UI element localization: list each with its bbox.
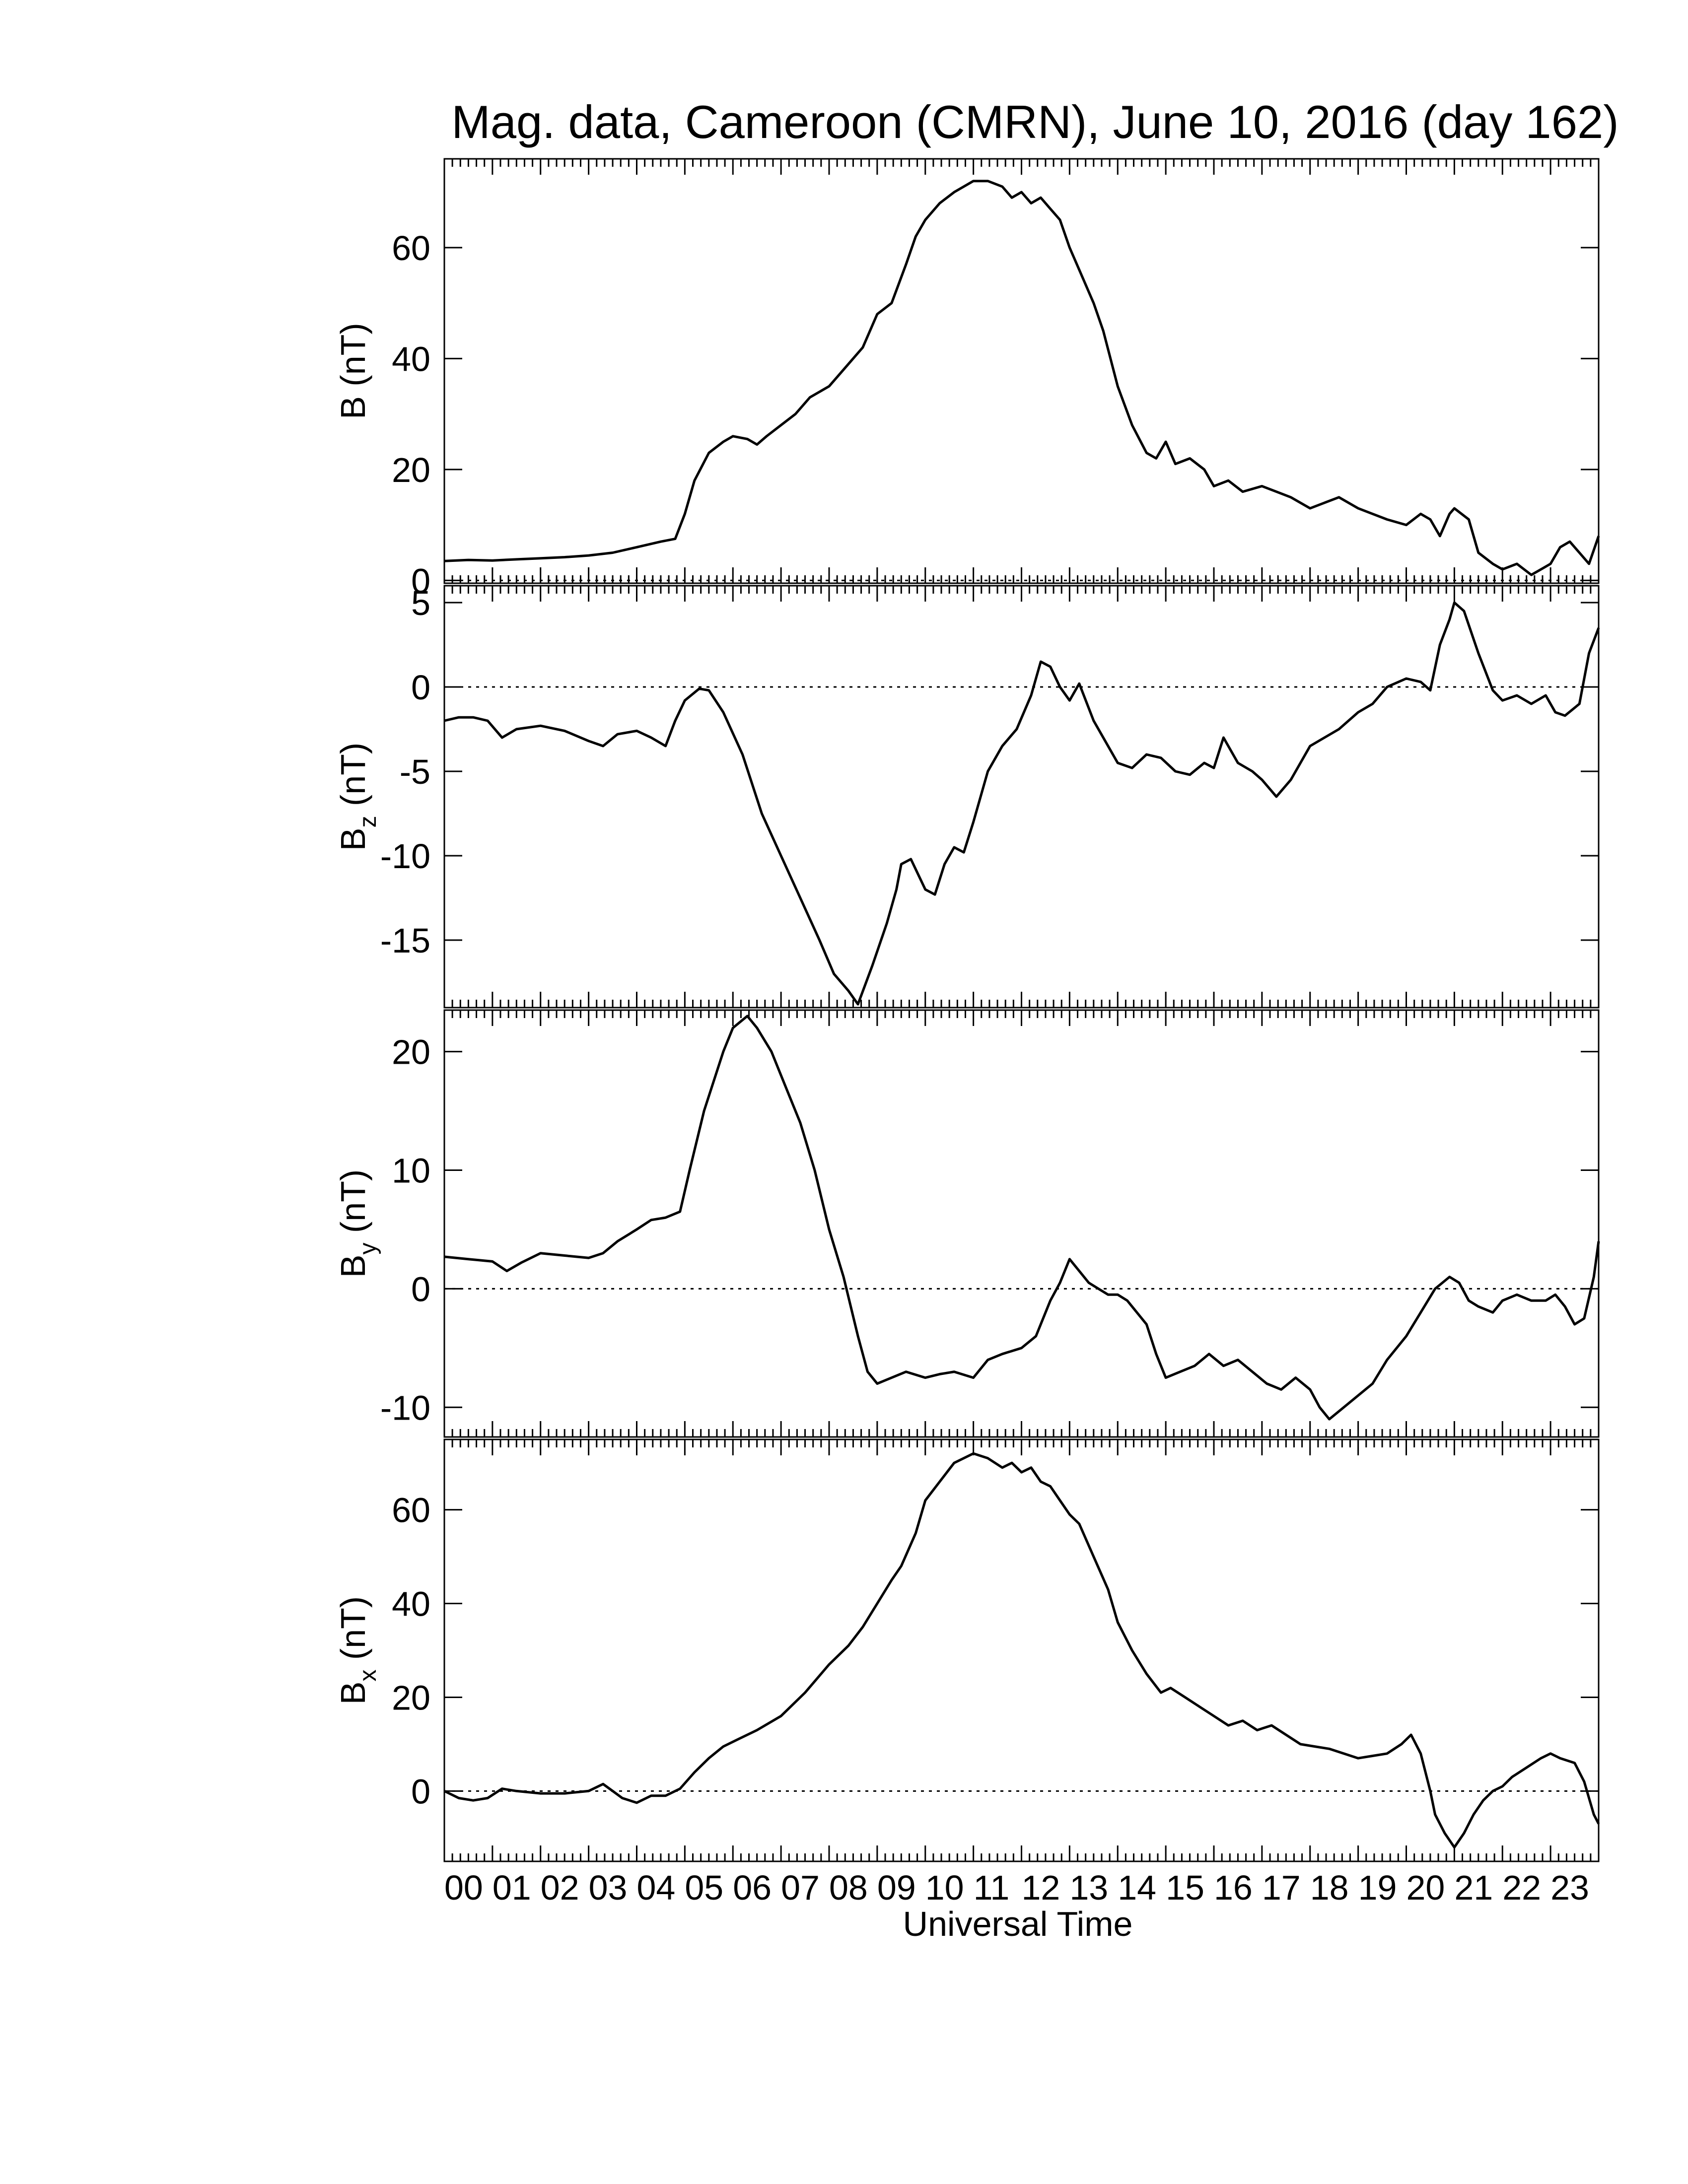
- y-tick-label: 40: [392, 1585, 430, 1624]
- y-tick-label: 10: [392, 1152, 430, 1190]
- panel-By: -10 0 10 20 By (nT): [334, 1009, 1600, 1438]
- y-label-unit: (nT): [334, 1169, 372, 1243]
- y-axis-label-Bz: Bz (nT): [334, 743, 381, 851]
- series-line-B: [444, 180, 1600, 576]
- y-tick-label: 0: [411, 668, 430, 707]
- y-label-base: B: [334, 1682, 372, 1705]
- y-tick-label: 60: [392, 229, 430, 268]
- y-tick-label: -5: [400, 752, 430, 791]
- x-tick-label: 07: [781, 1868, 820, 1907]
- x-tick-label: 17: [1262, 1868, 1301, 1907]
- y-tick-label: -10: [380, 837, 430, 876]
- x-tick-label: 10: [925, 1868, 964, 1907]
- x-axis-label: Universal Time: [903, 1905, 1133, 1943]
- x-tick-label: 14: [1118, 1868, 1156, 1907]
- x-tick-label: 21: [1454, 1868, 1493, 1907]
- y-tick-label: -10: [380, 1388, 430, 1427]
- series-line-By: [444, 1015, 1600, 1421]
- y-label-unit: (nT): [334, 1596, 372, 1670]
- y-tick-label: -15: [380, 921, 430, 960]
- panel-Bx: 0 20 40 60 Bx (nT): [334, 1438, 1600, 1862]
- x-tick-label: 08: [829, 1868, 868, 1907]
- x-tick-label: 09: [877, 1868, 916, 1907]
- y-tick-label: 60: [392, 1491, 430, 1530]
- panel-frame: [443, 1438, 1600, 1862]
- x-tick-label: 04: [637, 1868, 676, 1907]
- y-label-subscript: y: [355, 1243, 381, 1255]
- series-line-Bx: [443, 1452, 1600, 1849]
- x-tick-label: 16: [1214, 1868, 1253, 1907]
- y-tick-label: 0: [411, 1270, 430, 1308]
- x-tick-label: 20: [1407, 1868, 1445, 1907]
- y-tick-label: 5: [411, 584, 430, 622]
- y-label-base: B: [334, 1255, 372, 1278]
- y-label-subscript: x: [355, 1670, 381, 1682]
- y-label-unit: (nT): [334, 743, 372, 816]
- x-tick-label: 12: [1022, 1868, 1060, 1907]
- y-tick-label: 0: [411, 1772, 430, 1811]
- x-tick-label: 03: [589, 1868, 628, 1907]
- x-tick-label: 06: [733, 1868, 772, 1907]
- y-label-subscript: z: [355, 816, 381, 828]
- x-tick-label: 15: [1166, 1868, 1204, 1907]
- x-tick-label: 00: [444, 1868, 483, 1907]
- x-tick-label: 23: [1550, 1868, 1589, 1907]
- x-tick-label: 05: [685, 1868, 723, 1907]
- x-tick-label: 18: [1310, 1868, 1349, 1907]
- y-axis-label-Bx: Bx (nT): [334, 1596, 381, 1705]
- x-tick-label: 19: [1358, 1868, 1397, 1907]
- y-axis-label-By: By (nT): [334, 1169, 381, 1278]
- x-tick-label: 13: [1069, 1868, 1108, 1907]
- y-label-base: B: [334, 828, 372, 851]
- y-tick-label: 20: [392, 1033, 430, 1072]
- x-tick-label: 02: [541, 1868, 579, 1907]
- panel-frame: [443, 158, 1600, 584]
- y-tick-label: 0: [411, 561, 430, 600]
- y-axis-label-B: B (nT): [334, 323, 372, 419]
- x-tick-label: 11: [974, 1868, 1010, 1907]
- panel-Bz: -15 -10 -5 0 5 Bz (nT): [334, 584, 1600, 1009]
- chart-title: Mag. data, Cameroon (CMRN), June 10, 201…: [451, 96, 1618, 148]
- panel-B: 0 20 40 60 B (nT): [334, 158, 1600, 600]
- panel-frame: [443, 1009, 1600, 1438]
- x-tick-label: 01: [492, 1868, 531, 1907]
- x-axis: 00 01 02 03 04 05 06 07 08 09 10 11 12 13 14 15 16 17 18 19…: [444, 1868, 1589, 1907]
- y-tick-label: 40: [392, 340, 430, 378]
- x-tick-label: 22: [1502, 1868, 1541, 1907]
- series-line-Bz: [444, 601, 1600, 1006]
- y-tick-label: 20: [392, 1678, 430, 1717]
- y-tick-label: 20: [392, 451, 430, 489]
- panel-frame: [443, 585, 1600, 1009]
